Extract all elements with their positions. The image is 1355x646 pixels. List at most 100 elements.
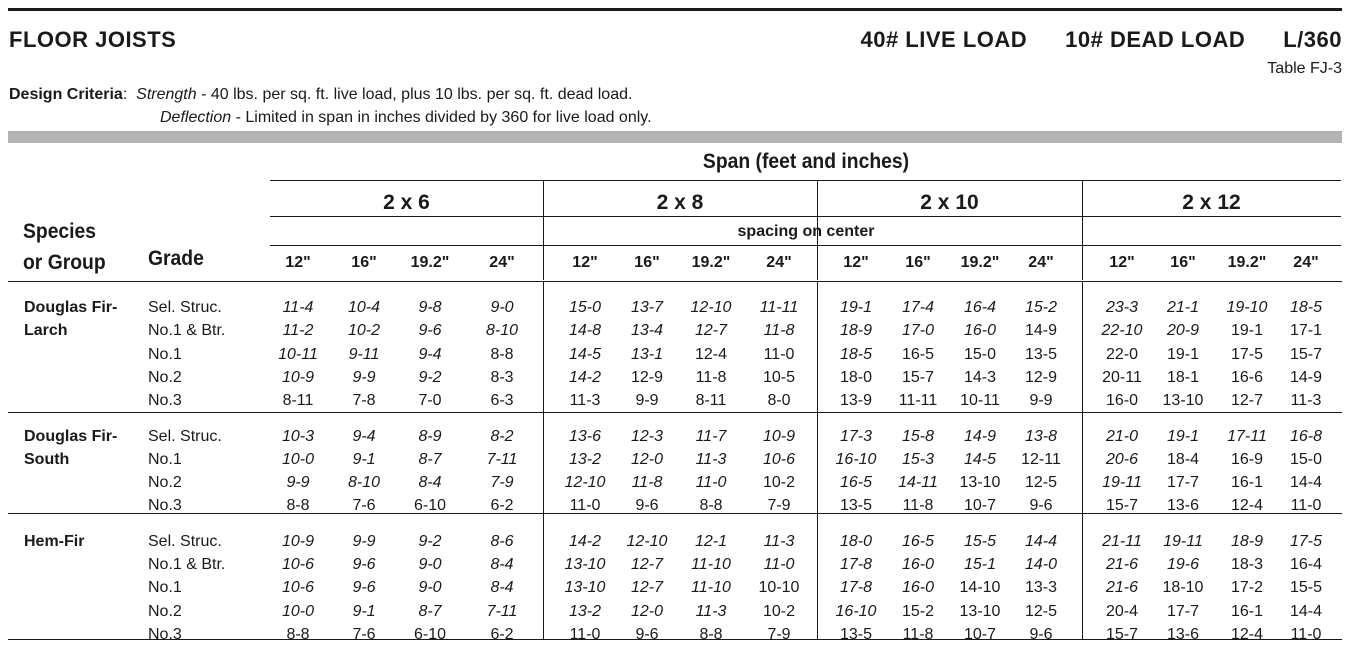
span-value: 9-11	[348, 345, 380, 363]
span-value: 9-0	[418, 556, 442, 573]
span-value: 6-10	[413, 625, 447, 643]
table-id: Table FJ-3	[1267, 60, 1342, 77]
span-value: 13-10	[1162, 392, 1204, 410]
span-value: 10-0	[281, 450, 315, 468]
species-name-line: Douglas Fir-	[24, 427, 118, 445]
span-value: 9-6	[635, 497, 659, 515]
span-value: 8-8	[286, 497, 310, 515]
span-value: 21-1	[1166, 299, 1200, 316]
span-value: 11-3	[763, 532, 795, 550]
span-value: 14-5	[963, 450, 997, 468]
span-value: 15-2	[1024, 299, 1058, 316]
span-value: 10-7	[963, 625, 997, 643]
span-value: 16-1	[1230, 602, 1264, 620]
load-summary: 40# LIVE LOAD 10# DEAD LOAD L/360	[822, 27, 1342, 53]
span-value: 16-5	[839, 474, 873, 492]
grade-label: No.3	[148, 625, 182, 643]
span-value: 17-5	[1289, 532, 1323, 550]
span-value: 12-10	[564, 474, 606, 492]
span-value: 12-0	[630, 450, 664, 468]
grade-label: No.2	[148, 602, 182, 620]
span-value: 8-10	[347, 474, 381, 492]
spacing-header: spacing on center	[737, 223, 875, 240]
span-value: 8-8	[490, 345, 514, 363]
species-name: Douglas Fir- Larch	[24, 296, 117, 342]
span-value: 15-3	[901, 450, 935, 468]
span-value: 7-0	[418, 392, 442, 410]
span-value: 7-9	[767, 497, 791, 515]
span-value: 12-10	[690, 299, 732, 316]
span-value: 10-5	[762, 368, 796, 386]
span-value: 9-6	[1029, 625, 1053, 643]
span-value: 8-4	[418, 474, 442, 492]
span-value: 9-9	[635, 392, 659, 410]
spacing-column-header: 16"	[905, 254, 931, 271]
span-value: 12-4	[694, 345, 728, 363]
span-value: 14-9	[1024, 322, 1058, 340]
span-value: 6-3	[490, 392, 514, 410]
span-value: 8-8	[699, 497, 723, 515]
span-value: 13-6	[1166, 625, 1200, 643]
species-name: Hem-Fir	[24, 530, 84, 553]
span-value: 11-8	[902, 497, 934, 515]
size-header: 2 x 10	[920, 191, 979, 214]
span-value: 17-5	[1230, 345, 1264, 363]
size-underline	[270, 216, 1341, 217]
span-value: 10-11	[278, 345, 318, 363]
span-value: 13-5	[839, 497, 873, 515]
strength-term: Strength	[136, 86, 197, 103]
size-divider-header	[543, 181, 544, 280]
span-value: 12-4	[1230, 625, 1264, 643]
span-value: 17-7	[1166, 602, 1200, 620]
span-value: 13-1	[630, 345, 664, 363]
grade-label: No.3	[148, 392, 182, 410]
span-value: 11-10	[691, 579, 731, 597]
size-header: 2 x 6	[383, 191, 430, 214]
span-value: 18-1	[1166, 368, 1200, 386]
span-value: 18-5	[1289, 299, 1323, 316]
span-value: 14-9	[963, 427, 997, 445]
span-value: 14-4	[1289, 474, 1323, 492]
span-value: 11-3	[695, 450, 727, 468]
span-value: 12-10	[626, 532, 668, 550]
span-value: 11-0	[763, 345, 795, 363]
span-value: 20-9	[1166, 322, 1200, 340]
span-value: 13-10	[959, 474, 1001, 492]
span-value: 13-9	[839, 392, 873, 410]
span-value: 15-1	[963, 556, 997, 573]
span-value: 13-10	[564, 556, 606, 573]
span-value: 9-6	[352, 556, 376, 573]
grade-label: Sel. Struc.	[148, 427, 222, 445]
page-title: FLOOR JOISTS	[9, 27, 177, 52]
species-name-line: South	[24, 450, 70, 468]
span-value: 18-0	[839, 368, 873, 386]
span-value: 11-0	[1290, 497, 1322, 515]
span-value: 11-0	[763, 556, 795, 573]
span-value: 18-9	[1230, 532, 1264, 550]
span-value: 11-3	[695, 602, 727, 620]
grade-label: No.2	[148, 368, 182, 386]
span-value: 20-11	[1102, 368, 1142, 386]
span-value: 12-0	[630, 602, 664, 620]
span-value: 9-6	[1029, 497, 1053, 515]
span-value: 15-0	[568, 299, 602, 316]
span-value: 8-4	[490, 579, 514, 597]
top-rule	[8, 8, 1342, 11]
grade-label: Sel. Struc.	[148, 532, 222, 550]
spacing-column-header: 12"	[1109, 254, 1135, 271]
span-value: 11-8	[902, 625, 934, 643]
size-divider-header	[817, 181, 818, 280]
span-underline	[270, 180, 1341, 181]
spacing-underline	[270, 245, 1341, 246]
span-value: 7-11	[486, 450, 518, 468]
span-value: 21-11	[1102, 532, 1142, 550]
span-value: 11-4	[282, 299, 314, 316]
species-header-line-2: or Group	[23, 251, 106, 274]
span-value: 18-4	[1166, 450, 1200, 468]
span-value: 9-9	[1029, 392, 1053, 410]
span-value: 10-3	[281, 427, 315, 445]
span-value: 10-2	[762, 474, 796, 492]
span-value: 16-8	[1289, 427, 1323, 445]
span-value: 17-11	[1227, 427, 1267, 445]
grade-label: Sel. Struc.	[148, 299, 222, 316]
